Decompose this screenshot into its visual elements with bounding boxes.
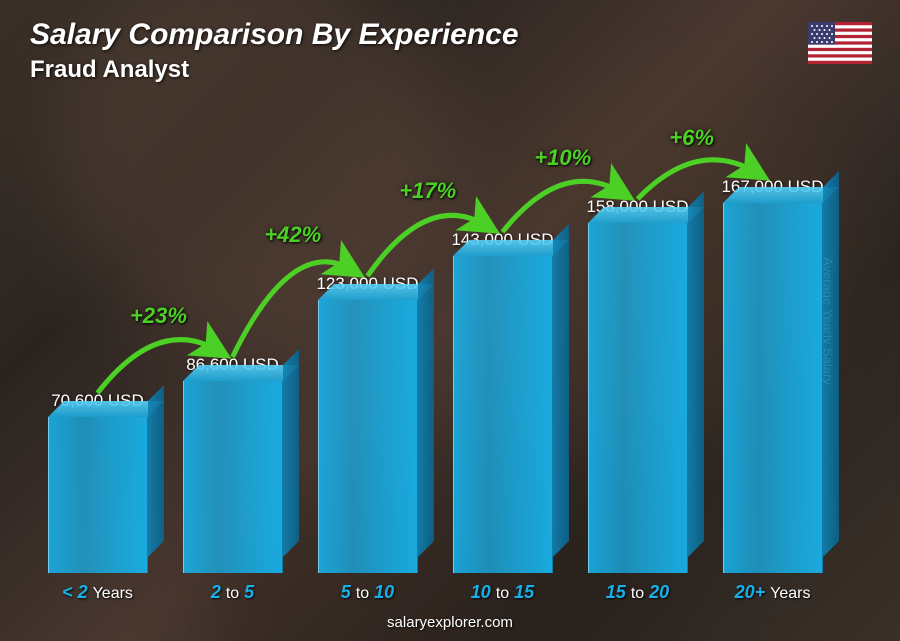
bar (453, 256, 553, 573)
bar-front-face (48, 417, 148, 573)
bar-side-face (418, 268, 434, 557)
growth-label: +10% (534, 145, 591, 171)
bar-group: 158,000 USD (576, 197, 699, 573)
bar-top-face (183, 365, 299, 381)
bar-group: 123,000 USD (306, 274, 429, 573)
bar-front-face (723, 203, 823, 573)
bar-top-face (453, 240, 569, 256)
growth-label: +23% (130, 303, 187, 329)
bar (48, 417, 148, 573)
bar-front-face (183, 381, 283, 573)
bar (318, 300, 418, 573)
us-flag-icon (808, 22, 872, 64)
bar-group: 143,000 USD (441, 230, 564, 573)
bar-side-face (148, 385, 164, 557)
bar-front-face (453, 256, 553, 573)
header: Salary Comparison By Experience Fraud An… (30, 18, 519, 84)
bar-front-face (318, 300, 418, 573)
category-label: 5 to 10 (306, 582, 429, 603)
chart-subtitle: Fraud Analyst (30, 56, 519, 84)
growth-label: +42% (264, 222, 321, 248)
bar-side-face (688, 191, 704, 557)
category-label: < 2 Years (36, 582, 159, 603)
bar-group: 167,000 USD (711, 177, 834, 573)
bar (723, 203, 823, 573)
bar-top-face (318, 284, 434, 300)
category-label: 20+ Years (711, 582, 834, 603)
category-label: 15 to 20 (576, 582, 699, 603)
bar-group: 86,600 USD (171, 355, 294, 573)
category-labels-row: < 2 Years 2 to 5 5 to 10 10 to 15 15 to 20 20… (30, 582, 840, 603)
category-label: 10 to 15 (441, 582, 564, 603)
growth-label: +6% (669, 125, 714, 151)
bar-front-face (588, 223, 688, 573)
category-label: 2 to 5 (171, 582, 294, 603)
bar (183, 381, 283, 573)
bar-top-face (723, 187, 839, 203)
bar-side-face (283, 349, 299, 557)
bar-top-face (48, 401, 164, 417)
bar-side-face (823, 171, 839, 557)
growth-label: +17% (399, 178, 456, 204)
bar-group: 70,600 USD (36, 391, 159, 573)
bar (588, 223, 688, 573)
bar-top-face (588, 207, 704, 223)
footer-source: salaryexplorer.com (0, 614, 900, 631)
bar-side-face (553, 224, 569, 557)
chart-title: Salary Comparison By Experience (30, 18, 519, 52)
